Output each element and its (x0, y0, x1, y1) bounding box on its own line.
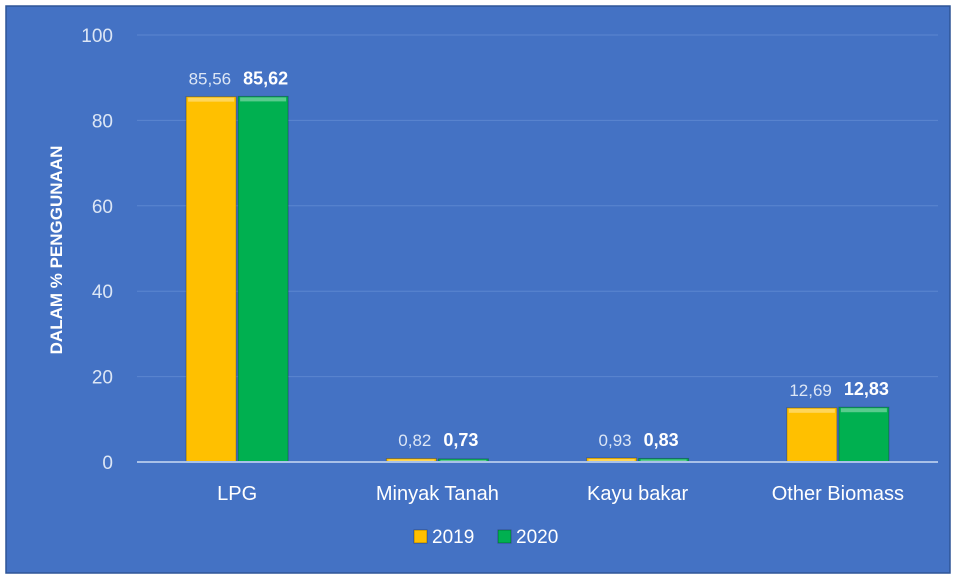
y-tick-label: 60 (92, 197, 113, 218)
bar-highlight (588, 459, 635, 461)
legend-item-2019[interactable]: 2019 (413, 527, 474, 548)
legend[interactable]: 2019 2020 (413, 527, 558, 548)
x-category-label: Kayu bakar (587, 483, 689, 505)
data-label: 0,73 (443, 430, 478, 450)
legend-swatch-2020 (497, 529, 512, 544)
data-labels: 85,56 85,62 0,82 0,73 0,93 0,83 12,69 12,83 (189, 68, 889, 450)
bar-highlight (840, 408, 887, 413)
data-label: 12,69 (789, 381, 832, 400)
data-label: 12,83 (844, 379, 889, 399)
y-tick-label: 0 (102, 453, 113, 474)
legend-label: 2020 (516, 527, 558, 548)
y-tick-label: 20 (92, 368, 113, 389)
bar-highlight (388, 459, 435, 461)
x-category-label: Other Biomass (772, 483, 904, 505)
y-tick-label: 40 (92, 282, 113, 303)
bar-2019-lpg (185, 96, 237, 463)
bar-2020-other-biomass (838, 406, 890, 463)
x-category-label: LPG (217, 483, 257, 505)
data-label: 0,93 (599, 431, 632, 450)
bar-highlight (640, 459, 687, 461)
legend-swatch-2019 (413, 529, 428, 544)
legend-item-2020[interactable]: 2020 (497, 527, 558, 548)
bar-highlight (440, 459, 487, 461)
bar-2020-lpg (237, 95, 289, 463)
y-axis-ticks: 0 20 40 60 80 100 (81, 26, 113, 474)
chart-background (5, 5, 951, 574)
bar-highlight (188, 97, 235, 102)
legend-label: 2019 (432, 527, 474, 548)
data-label: 85,62 (243, 68, 288, 88)
y-tick-label: 80 (92, 111, 113, 132)
y-axis-label: DALAM % PENGGUNAAN (47, 146, 66, 355)
bar-highlight (240, 97, 287, 102)
x-category-label: Minyak Tanah (376, 483, 499, 505)
data-label: 85,56 (189, 70, 232, 89)
bars (185, 95, 890, 463)
data-label: 0,82 (398, 431, 431, 450)
data-label: 0,83 (644, 430, 679, 450)
y-tick-label: 100 (81, 26, 113, 47)
x-axis-categories: LPG Minyak Tanah Kayu bakar Other Biomass (217, 483, 904, 505)
bar-2019-other-biomass (786, 407, 838, 463)
bar-highlight (788, 408, 835, 413)
